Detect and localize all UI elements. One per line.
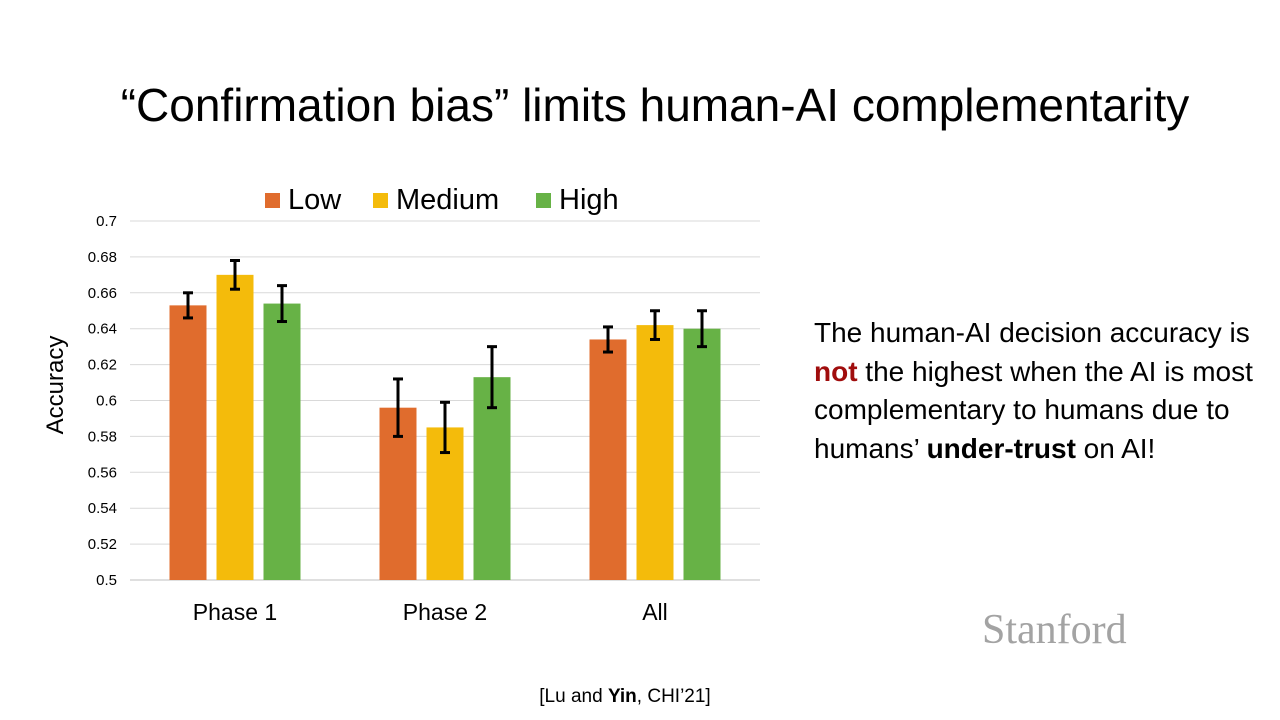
bar-medium-phase-1: [216, 274, 254, 580]
text-emphasis-not: not: [814, 355, 858, 387]
legend-label-medium: Medium: [396, 184, 499, 216]
y-tick-label: 0.54: [88, 500, 117, 517]
y-tick-label: 0.6: [96, 393, 117, 410]
citation-author: Yin: [607, 686, 637, 707]
slide-title: “Confirmation bias” limits human-AI comp…: [120, 79, 1190, 131]
y-tick-label: 0.58: [88, 428, 117, 445]
chart-bars: [169, 274, 721, 580]
citation: [Lu and Yin, CHI’21]: [0, 686, 1250, 708]
text-part: the highest when the AI is most compleme…: [814, 355, 1253, 464]
bar-low-phase-1: [169, 305, 207, 580]
category-label: All: [642, 599, 668, 625]
legend-swatch-high: [536, 193, 551, 208]
y-tick-labels: 0.5 0.52 0.54 0.56 0.58 0.6 0.62 0.64 0.66 0.68 0.…: [88, 213, 117, 589]
legend-label-high: High: [559, 184, 619, 216]
chart-legend: Low Medium High: [265, 184, 619, 216]
bar-high-phase-2: [473, 377, 511, 580]
bar-high-all: [683, 328, 721, 580]
y-tick-label: 0.56: [88, 464, 117, 481]
category-label: Phase 1: [193, 599, 277, 625]
y-tick-label: 0.5: [96, 572, 117, 589]
text-part: The human-AI decision accuracy is: [814, 317, 1250, 348]
text-part: on AI!: [1075, 432, 1156, 464]
bar-chart: 0.5 0.52 0.54 0.56 0.58 0.6 0.62 0.64 0.66 0.68 0.…: [42, 184, 760, 625]
y-tick-label: 0.52: [88, 536, 117, 553]
y-tick-label: 0.62: [88, 357, 117, 374]
stanford-logo: Stanford: [982, 607, 1127, 653]
y-tick-label: 0.68: [88, 249, 117, 266]
bar-high-phase-1: [263, 303, 301, 580]
y-tick-label: 0.7: [96, 213, 117, 230]
citation-rest: , CHI’21]: [636, 686, 711, 707]
legend-swatch-low: [265, 193, 280, 208]
y-tick-label: 0.64: [88, 321, 117, 338]
y-tick-label: 0.66: [88, 285, 117, 302]
legend-swatch-medium: [373, 193, 388, 208]
legend-label-low: Low: [288, 184, 342, 216]
citation-open: [Lu and: [539, 686, 608, 707]
bar-medium-all: [636, 325, 674, 580]
chart-error-bars: [183, 258, 707, 455]
bar-low-all: [589, 339, 627, 580]
text-emphasis-under-trust: under-trust: [926, 432, 1076, 464]
x-category-labels: Phase 1 Phase 2 All: [193, 599, 668, 625]
y-axis-label: Accuracy: [42, 336, 69, 435]
category-label: Phase 2: [403, 599, 487, 625]
explanation-text: The human-AI decision accuracy is not th…: [814, 314, 1254, 468]
